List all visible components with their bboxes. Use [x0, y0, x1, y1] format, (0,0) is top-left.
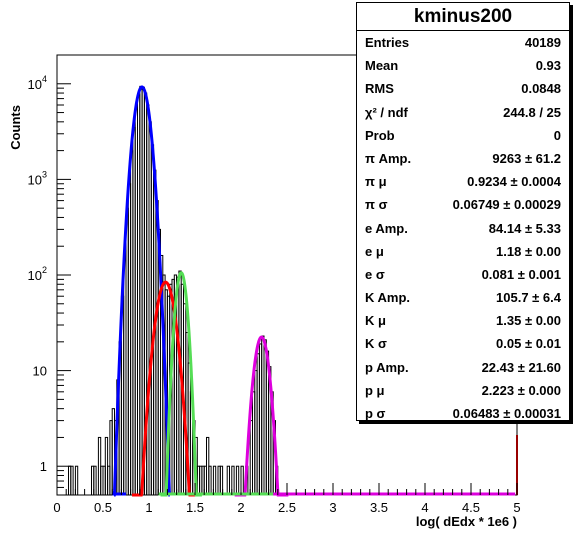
x-tick-label: 4.5 — [462, 500, 480, 515]
stats-value: 105.7 ± 6.4 — [496, 290, 561, 306]
x-tick-label: 0 — [53, 500, 60, 515]
stats-row: K Amp. 105.7 ± 6.4 — [357, 286, 569, 309]
stats-row: Mean 0.93 — [357, 54, 569, 77]
stats-key: p σ — [365, 406, 386, 421]
x-axis-title: log( dEdx * 1e6 ) — [416, 514, 517, 529]
stats-row: π σ 0.06749 ± 0.00029 — [357, 193, 569, 216]
x-tick-label: 4 — [421, 500, 428, 515]
stats-key: p Amp. — [365, 359, 409, 375]
stats-key: p μ — [365, 382, 385, 398]
stats-rows: Entries 40189 Mean 0.93 RMS 0.0848 χ² / ndf 244… — [357, 31, 569, 425]
stats-key: RMS — [365, 81, 394, 97]
stats-row: p μ 2.223 ± 0.000 — [357, 379, 569, 402]
stats-value: 9263 ± 61.2 — [492, 150, 561, 166]
fit-curve-2 — [160, 271, 202, 497]
stats-value: 2.223 ± 0.000 — [481, 382, 561, 398]
stats-row: e σ 0.081 ± 0.001 — [357, 263, 569, 286]
stats-value: 0.081 ± 0.001 — [481, 266, 561, 282]
stats-row: Entries 40189 — [357, 31, 569, 54]
stats-row: π μ 0.9234 ± 0.0004 — [357, 170, 569, 193]
stats-key: Entries — [365, 35, 410, 50]
stats-row: p σ 0.06483 ± 0.00031 — [357, 402, 569, 425]
stats-key: π μ — [365, 174, 387, 190]
y-tick-label: 103 — [28, 169, 47, 187]
stats-row: RMS 0.0848 — [357, 77, 569, 100]
x-tick-label: 3.5 — [370, 500, 388, 515]
x-tick-label: 2.5 — [278, 500, 296, 515]
stats-row: χ² / ndf 244.8 / 25 — [357, 101, 569, 124]
stats-key: K Amp. — [365, 290, 411, 306]
stats-key: Mean — [365, 58, 399, 74]
stats-row: K σ 0.05 ± 0.01 — [357, 332, 569, 355]
y-tick-label: 10 — [33, 364, 47, 379]
x-tick-label: 1 — [145, 500, 152, 515]
stats-key: K μ — [365, 313, 386, 329]
y-axis-title: Counts — [8, 105, 23, 150]
stats-value: 0.9234 ± 0.0004 — [467, 174, 561, 190]
x-axis: 0 0.5 1 1.5 2 2.5 3 3.5 4 4.5 5 — [53, 483, 521, 515]
stats-value: 0.05 ± 0.01 — [496, 336, 561, 352]
stats-row: π Amp. 9263 ± 61.2 — [357, 147, 569, 170]
x-tick-label: 2 — [237, 500, 244, 515]
stats-key: π Amp. — [365, 150, 412, 166]
y-tick-label: 102 — [28, 265, 47, 283]
stats-value: 40189 — [524, 35, 561, 50]
stats-key: π σ — [365, 197, 388, 213]
stats-value: 0.0848 — [521, 81, 561, 97]
histogram-bin — [93, 465, 97, 496]
stats-key: e μ — [365, 243, 384, 259]
stats-row: e Amp. 84.14 ± 5.33 — [357, 217, 569, 240]
fit-curve-0 — [112, 85, 172, 497]
histogram-bin — [74, 465, 79, 496]
stats-row: p Amp. 22.43 ± 21.60 — [357, 356, 569, 379]
stats-value: 22.43 ± 21.60 — [481, 359, 561, 375]
stats-box: kminus200 Entries 40189 Mean 0.93 RMS 0.0848 χ… — [356, 2, 570, 421]
stats-value: 0.93 — [535, 58, 561, 74]
stats-value: 0.06483 ± 0.00031 — [452, 406, 561, 421]
stats-value: 1.35 ± 0.00 — [496, 313, 561, 329]
stats-value: 84.14 ± 5.33 — [488, 220, 561, 236]
stats-key: χ² / ndf — [365, 104, 408, 120]
stats-value: 244.8 / 25 — [503, 104, 561, 120]
stats-value: 0 — [553, 127, 561, 143]
x-tick-label: 5 — [513, 500, 520, 515]
stats-title: kminus200 — [357, 3, 569, 31]
y-tick-label: 104 — [28, 74, 47, 92]
fit-curves-layer — [112, 85, 518, 497]
stats-key: e σ — [365, 266, 385, 282]
stats-value: 1.18 ± 0.00 — [496, 243, 561, 259]
x-tick-label: 1.5 — [186, 500, 204, 515]
y-axis: 1 10 102 103 104 — [28, 54, 71, 496]
stats-row: Prob 0 — [357, 124, 569, 147]
stats-row: e μ 1.18 ± 0.00 — [357, 240, 569, 263]
stats-key: e Amp. — [365, 220, 408, 236]
x-tick-label: 3 — [329, 500, 336, 515]
stats-row: K μ 1.35 ± 0.00 — [357, 309, 569, 332]
stats-key: Prob — [365, 127, 395, 143]
histogram-bin — [70, 465, 74, 496]
stats-key: K σ — [365, 336, 387, 352]
stats-value: 0.06749 ± 0.00029 — [452, 197, 561, 213]
x-tick-label: 0.5 — [94, 500, 112, 515]
fit-curve-1 — [132, 280, 200, 497]
y-tick-label: 1 — [40, 459, 47, 474]
